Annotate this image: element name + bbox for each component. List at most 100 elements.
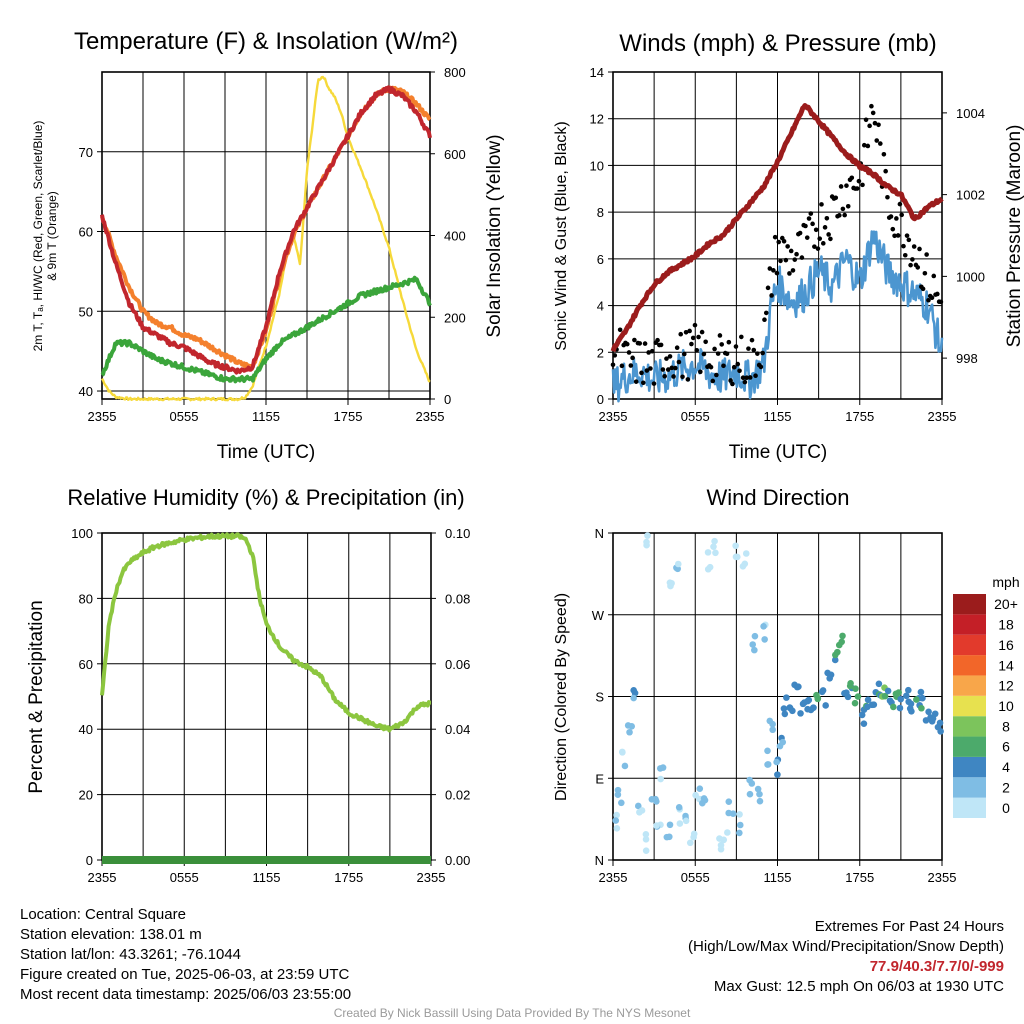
direction-point <box>851 699 859 707</box>
gust-point <box>776 239 782 245</box>
direction-point <box>917 688 925 696</box>
direction-point <box>908 708 915 715</box>
gust-point <box>664 356 669 361</box>
colorbar-label: 8 <box>1002 718 1010 734</box>
gust-point <box>902 252 908 258</box>
x-tick-label: 1755 <box>334 870 363 885</box>
gust-point <box>837 213 842 218</box>
direction-point <box>621 762 629 770</box>
direction-point <box>831 656 839 664</box>
gust-point <box>612 353 618 358</box>
gust-point <box>849 175 855 181</box>
gust-point <box>710 378 716 384</box>
gust-point <box>730 381 735 387</box>
colorbar-swatch <box>953 634 986 656</box>
direction-point <box>643 541 650 549</box>
y-axis-label: Percent & Precipitation <box>26 600 47 793</box>
x-tick-label: 1755 <box>334 409 363 424</box>
direction-point <box>875 680 883 688</box>
direction-point <box>789 707 796 715</box>
direction-point <box>700 795 708 802</box>
direction-point <box>804 697 812 705</box>
gust-point <box>771 268 776 273</box>
y2-axis-label: Solar Insolation (Yellow) <box>484 134 505 337</box>
x-tick-label: 2355 <box>416 409 445 424</box>
y-tick-label: N <box>595 853 604 868</box>
panel-title: Wind Direction <box>706 485 849 510</box>
x-tick-label: 2355 <box>928 870 957 885</box>
gust-point <box>758 364 764 370</box>
direction-point <box>631 689 639 697</box>
direction-point <box>864 696 872 704</box>
pressure-line <box>610 103 944 353</box>
gust-point <box>699 329 705 335</box>
direction-point <box>626 728 633 736</box>
direction-point <box>890 703 897 711</box>
direction-point <box>749 641 757 648</box>
direction-point <box>710 543 717 550</box>
gust-point <box>844 183 849 188</box>
direction-point <box>870 701 878 708</box>
direction-point <box>696 785 704 792</box>
y2-axis-label: Station Pressure (Maroon) <box>1004 125 1024 348</box>
gust-point <box>876 122 881 128</box>
direction-point <box>746 790 754 798</box>
gust-point <box>824 215 830 221</box>
gust-point <box>883 168 888 174</box>
gust-point <box>813 227 819 233</box>
y-tick-label: 60 <box>79 225 93 240</box>
y2-tick-label: 1002 <box>956 188 985 203</box>
location-text: Location: Central Square <box>20 906 186 923</box>
colorbar-label: 12 <box>998 678 1014 694</box>
direction-point <box>725 798 733 805</box>
direction-point <box>711 537 718 545</box>
x-tick-label: 1155 <box>253 870 281 885</box>
gust-point <box>794 251 799 257</box>
y-axis-label: & 9m T (Orange) <box>45 191 59 281</box>
y2-tick-label: 0.10 <box>445 526 470 541</box>
direction-point <box>686 839 694 847</box>
x-tick-label: 0555 <box>170 870 199 885</box>
gust-point <box>719 342 725 347</box>
gust-point <box>828 236 833 242</box>
gust-point <box>774 270 780 276</box>
y-tick-label: 70 <box>79 145 93 160</box>
direction-point <box>884 687 892 695</box>
insolation-line <box>100 75 431 402</box>
gust-point <box>792 257 798 262</box>
direction-point <box>692 791 699 799</box>
station-info: Location: Central Square Station elevati… <box>20 905 351 1005</box>
y2-tick-label: 0.06 <box>445 657 470 672</box>
direction-point <box>624 722 632 729</box>
panel-title: Winds (mph) & Pressure (mb) <box>619 30 936 57</box>
gust-point <box>878 141 883 146</box>
direction-point <box>754 785 762 793</box>
gust-point <box>881 151 887 157</box>
gust-point <box>715 351 721 356</box>
y-axis-label: Sonic Wind & Gust (Blue, Black) <box>553 121 570 350</box>
direction-point <box>642 836 650 843</box>
gust-point <box>815 246 821 251</box>
wind-direction-panel: N E S W N 2355 0555 1155 1755 2355 Wind Direction D… <box>553 485 956 885</box>
direction-point <box>636 808 643 816</box>
gust-point <box>694 348 700 353</box>
direction-point <box>826 675 833 682</box>
direction-point <box>663 833 671 841</box>
direction-point <box>897 695 905 703</box>
gust-point <box>610 362 616 368</box>
direction-point <box>819 687 827 694</box>
direction-point <box>657 775 664 783</box>
direction-point <box>846 682 854 690</box>
colorbar-title: mph <box>992 574 1019 590</box>
panel-title: Temperature (F) & Insolation (W/m²) <box>74 28 458 55</box>
colorbar-label: 18 <box>998 617 1014 633</box>
direction-point <box>838 638 846 646</box>
extremes-values: 77.9/40.3/7.7/0/-999 <box>869 958 1004 975</box>
colorbar-swatch <box>953 777 986 798</box>
gust-point <box>899 212 904 218</box>
gust-point <box>860 182 865 188</box>
colorbar-swatch <box>953 756 986 778</box>
direction-point <box>781 710 789 718</box>
gust-point <box>640 380 646 386</box>
y2-tick-label: 400 <box>444 229 466 244</box>
